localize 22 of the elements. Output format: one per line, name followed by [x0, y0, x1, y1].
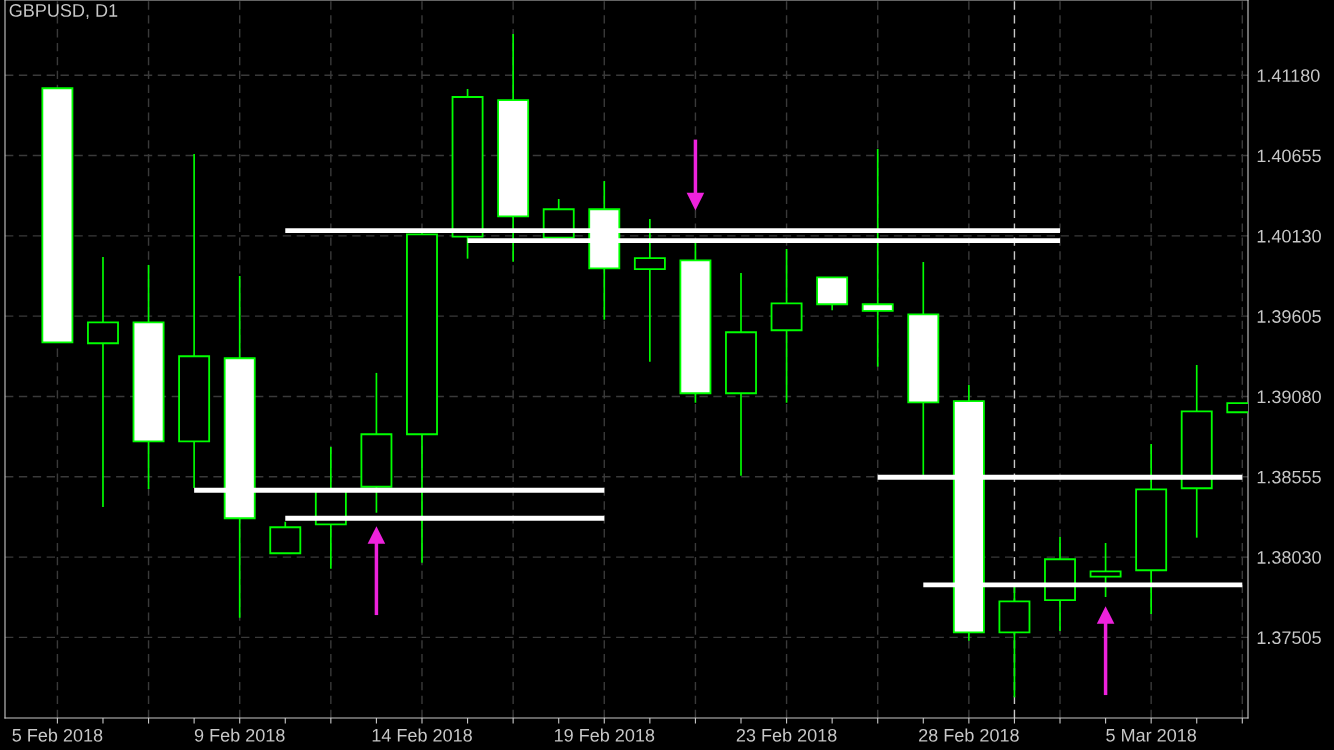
y-tick-label: 1.39605	[1257, 310, 1321, 323]
x-tick-label: 5 Mar 2018	[1106, 728, 1197, 742]
x-tick-label: 14 Feb 2018	[372, 728, 472, 742]
x-tick-label: 23 Feb 2018	[736, 728, 837, 742]
candlestick	[633, 218, 666, 363]
y-tick-label: 1.37505	[1257, 631, 1321, 645]
y-tick-label: 1.40130	[1257, 229, 1321, 243]
y-tick-label: 1.38030	[1257, 551, 1321, 564]
x-tick-label: 19 Feb 2018	[554, 728, 655, 742]
point	[686, 192, 705, 211]
y-tick-label: 1.38555	[1257, 470, 1321, 484]
candlestick	[87, 256, 119, 508]
y-tick-label: 1.40655	[1257, 149, 1321, 163]
chart-title: GBPUSD, D1	[9, 4, 118, 19]
point	[367, 526, 386, 544]
x-tick-label: 5 Feb 2018	[12, 728, 103, 742]
point	[1096, 606, 1115, 624]
y-tick-label: 1.39080	[1257, 390, 1321, 404]
x-tick-label: 28 Feb 2018	[919, 728, 1019, 742]
candlestick	[1089, 542, 1122, 598]
x-tick-label: 9 Feb 2018	[194, 728, 285, 742]
y-tick-label: 1.41180	[1257, 69, 1320, 82]
